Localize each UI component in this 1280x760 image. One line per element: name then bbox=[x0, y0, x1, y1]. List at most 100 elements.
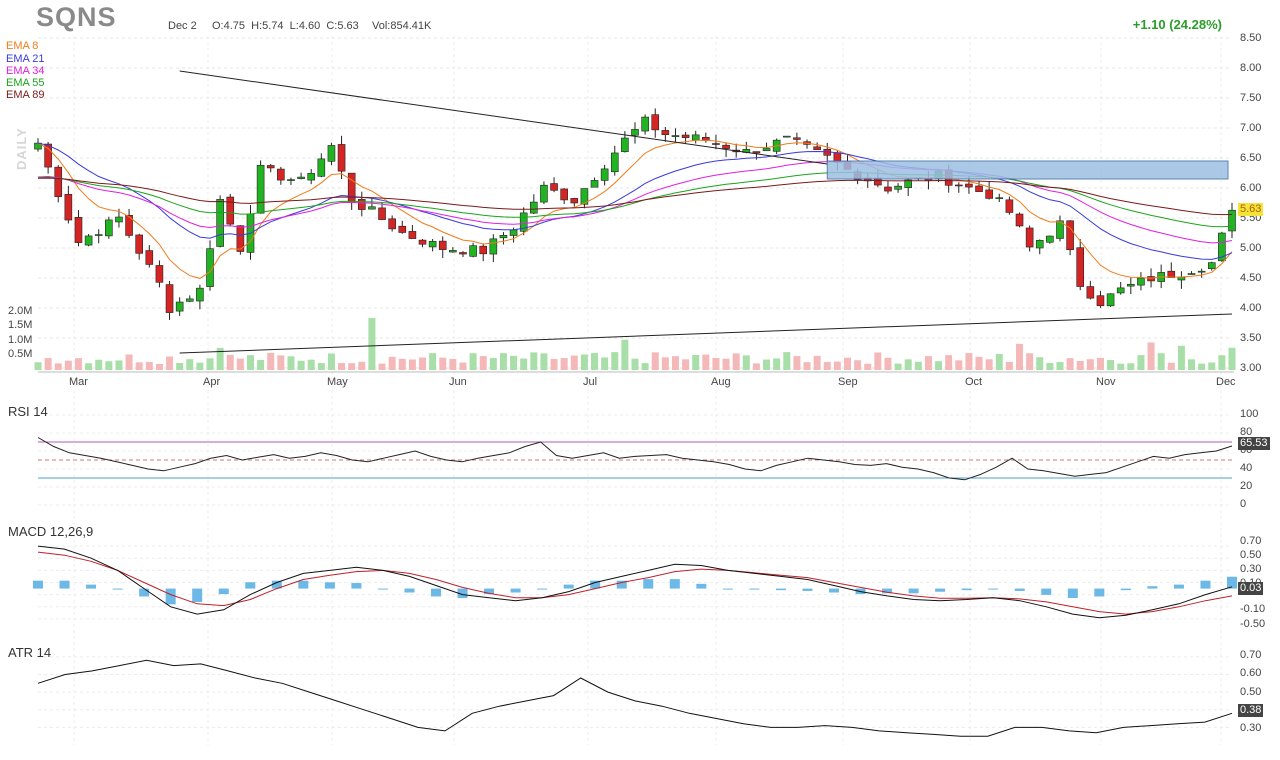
macd-histogram-bar bbox=[245, 582, 256, 589]
volume-bar bbox=[1188, 359, 1196, 370]
volume-bar bbox=[287, 356, 295, 370]
month-label: Mar bbox=[69, 376, 88, 388]
volume-bar bbox=[864, 363, 872, 370]
atr-tick: 0.50 bbox=[1240, 686, 1262, 698]
volume-bar bbox=[479, 356, 487, 370]
volume-bar bbox=[752, 363, 760, 370]
candle bbox=[965, 183, 973, 188]
volume-bar bbox=[530, 352, 538, 370]
macd-histogram-bar bbox=[1173, 584, 1184, 589]
rsi-line bbox=[37, 437, 1233, 481]
volume-bar bbox=[580, 354, 588, 370]
atr-tick: 0.60 bbox=[1240, 667, 1262, 679]
candle bbox=[337, 144, 346, 172]
candle bbox=[671, 135, 680, 137]
candle bbox=[266, 165, 275, 169]
macd-histogram-bar bbox=[802, 588, 813, 591]
candle bbox=[1015, 213, 1024, 227]
price-tick: 3.00 bbox=[1240, 362, 1262, 374]
volume-bar bbox=[115, 360, 123, 370]
volume-bar bbox=[489, 358, 497, 370]
volume-bar bbox=[338, 363, 346, 370]
candle bbox=[550, 183, 558, 191]
macd-histogram-bar bbox=[33, 580, 43, 589]
candle bbox=[954, 184, 963, 187]
volume-bar bbox=[155, 363, 163, 370]
candle bbox=[196, 287, 204, 302]
volume-bar bbox=[1086, 359, 1094, 370]
macd-histogram-bar bbox=[882, 588, 893, 594]
volume-bar bbox=[1016, 343, 1024, 370]
ema-21-line bbox=[37, 142, 1233, 260]
month-label: Oct bbox=[965, 376, 983, 388]
macd-histogram-bar bbox=[749, 588, 760, 590]
volume-bar bbox=[682, 359, 690, 370]
volume-bar bbox=[64, 360, 72, 370]
macd-histogram-bar bbox=[1014, 588, 1025, 591]
candle bbox=[570, 198, 579, 204]
macd-histogram-bar bbox=[590, 580, 601, 589]
candle bbox=[368, 206, 376, 210]
macd-histogram-bar bbox=[775, 588, 786, 591]
month-label: Jul bbox=[583, 376, 598, 388]
candle bbox=[499, 235, 508, 239]
candle bbox=[418, 239, 427, 245]
macd-tick: 0.70 bbox=[1240, 535, 1262, 547]
candle bbox=[307, 173, 316, 181]
volume-bar bbox=[297, 360, 305, 370]
volume-bar bbox=[186, 359, 194, 370]
volume-bar bbox=[935, 361, 943, 370]
candle bbox=[813, 146, 821, 150]
macd-histogram-bar bbox=[218, 588, 229, 595]
macd-histogram-bar bbox=[1067, 588, 1078, 599]
candle bbox=[1046, 235, 1054, 243]
volume-tick-2m: 2.0M bbox=[8, 305, 33, 317]
volume-bar bbox=[277, 355, 285, 370]
volume-bar bbox=[449, 358, 457, 370]
candle bbox=[1106, 293, 1115, 307]
volume-bar bbox=[601, 357, 609, 370]
volume-bar bbox=[965, 353, 973, 370]
bar-date: Dec 2 bbox=[168, 20, 197, 32]
candle bbox=[600, 168, 609, 181]
volume-bar bbox=[327, 353, 335, 370]
volume-bar bbox=[429, 353, 437, 370]
volume-bar bbox=[611, 352, 619, 370]
price-tick: 3.50 bbox=[1240, 332, 1262, 344]
candle bbox=[428, 241, 437, 248]
volume-bar bbox=[945, 355, 953, 370]
volume-bar bbox=[520, 358, 528, 370]
volume-bar bbox=[742, 355, 750, 370]
candle bbox=[185, 298, 194, 302]
volume-bar bbox=[317, 363, 325, 370]
volume-bar bbox=[105, 361, 113, 370]
rsi-tick: 80 bbox=[1240, 426, 1253, 438]
macd-histogram-bar bbox=[86, 584, 97, 589]
volume-bar bbox=[510, 355, 518, 370]
price-change: +1.10 (24.28%) bbox=[1132, 17, 1222, 32]
volume-bar bbox=[793, 356, 801, 370]
candle bbox=[469, 245, 477, 257]
volume-bar bbox=[388, 356, 396, 370]
volume-bar bbox=[833, 361, 841, 370]
ema-89-line bbox=[37, 177, 1233, 216]
trendline bbox=[179, 70, 828, 165]
macd-histogram-bar bbox=[404, 588, 415, 593]
volume-bar bbox=[904, 359, 912, 370]
rsi-tick: 40 bbox=[1240, 462, 1253, 474]
candle bbox=[125, 214, 133, 236]
volume-bar bbox=[783, 352, 791, 370]
candle bbox=[530, 201, 538, 214]
volume-bar bbox=[1036, 357, 1044, 370]
macd-histogram-bar bbox=[616, 580, 627, 589]
volume-bar bbox=[1167, 362, 1175, 370]
candle bbox=[438, 240, 447, 250]
candle bbox=[1086, 286, 1095, 299]
volume-bar bbox=[884, 357, 892, 370]
volume-bar bbox=[955, 360, 963, 370]
price-tick: 6.50 bbox=[1240, 152, 1262, 164]
volume-bar bbox=[985, 359, 993, 370]
candle bbox=[236, 225, 245, 252]
month-label: Jun bbox=[449, 376, 467, 388]
volume-bar bbox=[914, 361, 922, 370]
